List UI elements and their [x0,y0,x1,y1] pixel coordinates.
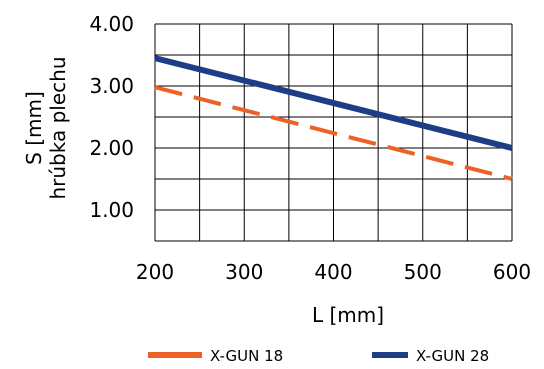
y-axis-title-line-1: S [mm] [22,91,46,165]
y-tick-label: 4.00 [89,12,134,36]
x-tick-label: 400 [314,260,352,284]
x-axis-title: L [mm] [312,303,384,327]
y-tick-label: 3.00 [89,74,134,98]
x-tick-label: 500 [404,260,442,284]
y-tick-labels: 1.00 2.00 3.00 4.00 [89,12,134,222]
grid-lines [154,23,513,242]
series-line-1 [154,85,513,181]
x-tick-labels: 200 300 400 500 600 [136,260,531,284]
x-tick-label: 600 [493,260,531,284]
legend-label-1: X-GUN 18 [210,347,283,365]
x-tick-label: 200 [136,260,174,284]
legend-label-2: X-GUN 28 [416,347,489,365]
series-lines [154,55,513,181]
y-tick-label: 2.00 [89,136,134,160]
x-tick-label: 300 [225,260,263,284]
y-tick-label: 1.00 [89,198,134,222]
legend: X-GUN 18 X-GUN 28 [148,347,489,365]
y-axis-title-line-2: hrúbka plechu [46,56,70,199]
series-line-2 [154,55,513,151]
y-axis-title: S [mm] hrúbka plechu [22,56,70,199]
